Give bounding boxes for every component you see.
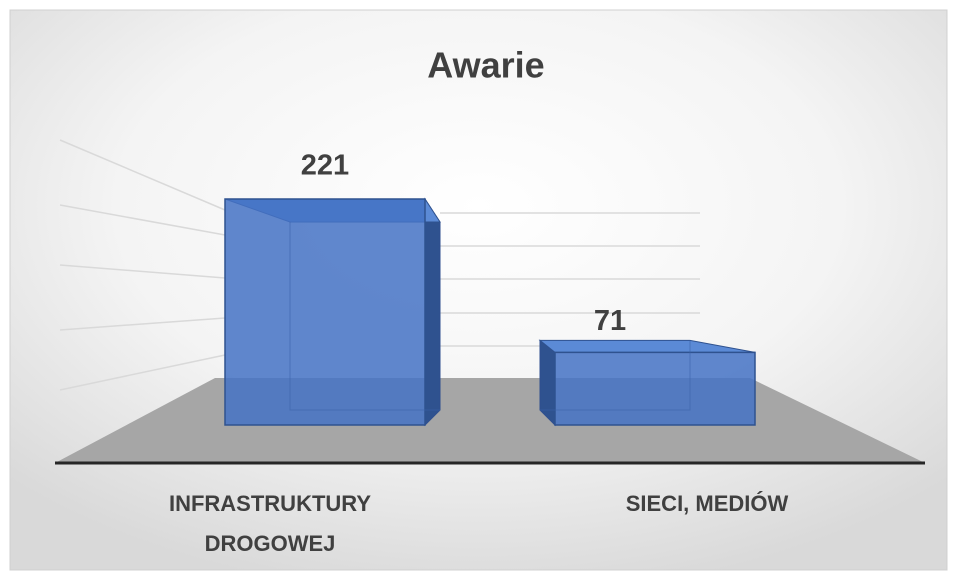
- x-tick-label: INFRASTRUKTURY DROGOWEJ: [169, 491, 371, 556]
- bar-edge: [540, 340, 691, 411]
- data-label: 221: [301, 150, 349, 182]
- data-label: 71: [594, 305, 626, 337]
- bar-front: [224, 198, 426, 426]
- bar-side: [539, 339, 556, 427]
- bar: [538, 339, 756, 427]
- bar: [224, 197, 441, 427]
- chart-background: [9, 9, 948, 571]
- bar-edge: [289, 222, 440, 411]
- bar-front: [554, 351, 756, 426]
- x-tick-label: SIECI, MEDIÓW: [626, 491, 789, 516]
- bar-side: [424, 197, 441, 427]
- chart-title: Awarie: [427, 45, 544, 86]
